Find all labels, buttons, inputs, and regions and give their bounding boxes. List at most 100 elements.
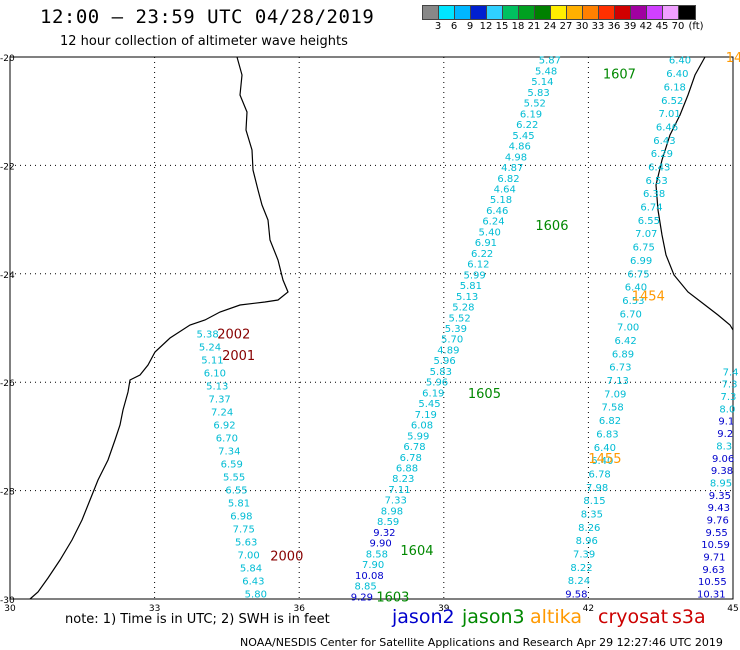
wave-height-value: 8.98: [381, 506, 403, 517]
legend-jason3: jason3: [462, 606, 525, 628]
wave-height-value: 5.87: [539, 56, 561, 67]
colorbar-label: 12: [479, 21, 493, 32]
legend-cryosat: cryosat: [598, 606, 669, 628]
wave-height-value: 5.80: [245, 590, 267, 601]
wave-height-value: 5.52: [524, 99, 546, 110]
wave-height-value: 5.40: [479, 227, 501, 238]
wave-height-value: 6.40: [669, 56, 691, 67]
wave-height-value: 10.08: [355, 571, 384, 582]
wave-height-value: 8.35: [581, 509, 603, 520]
wave-height-value: 6.24: [482, 217, 504, 228]
wave-height-value: 5.48: [535, 66, 557, 77]
wave-height-value: 6.19: [520, 109, 542, 120]
lon-tick-label: 42: [583, 604, 594, 614]
wave-height-value: 6.46: [656, 122, 678, 133]
wave-height-value: 8.24: [568, 576, 590, 587]
wave-height-value: 6.53: [646, 176, 668, 187]
wave-height-value: 5.83: [527, 88, 549, 99]
pass-time-label: 2002: [217, 327, 250, 342]
wave-height-value: 5.24: [199, 342, 221, 353]
wave-height-value: 5.84: [240, 564, 262, 575]
wave-height-value: 4.86: [509, 142, 531, 153]
wave-height-value: 5.52: [448, 313, 470, 324]
wave-height-value: 6.83: [596, 429, 618, 440]
wave-height-value: 8.3: [716, 441, 732, 452]
pass-time-label: 1606: [535, 219, 568, 234]
wave-height-value: 7.19: [415, 410, 437, 421]
wave-height-value: 10.31: [697, 590, 726, 601]
wave-height-value: 8.0: [719, 404, 735, 415]
wave-height-value: 6.91: [475, 238, 497, 249]
wave-height-value: 8.22: [570, 563, 592, 574]
colorbar-label: 33: [591, 21, 605, 32]
wave-height-value: 6.75: [627, 269, 649, 280]
legend-s3a: s3a: [672, 606, 706, 628]
pass-time-label: 2000: [270, 550, 303, 565]
lon-tick-label: 39: [438, 604, 450, 614]
wave-height-value: 8.59: [377, 517, 399, 528]
colorbar-label: 6: [450, 21, 458, 32]
wave-height-value: 8.23: [392, 474, 414, 485]
wave-height-value: 6.38: [643, 189, 665, 200]
wave-height-value: 5.99: [464, 270, 486, 281]
coastline-africa: [29, 56, 289, 600]
plot-note: note: 1) Time is in UTC; 2) SWH is in fe…: [65, 612, 330, 627]
colorbar-label: 36: [607, 21, 621, 32]
pass-time-label: 2001: [222, 349, 255, 364]
wave-height-value: 5.55: [223, 473, 245, 484]
wave-height-value: 6.29: [651, 149, 673, 160]
wave-height-value: 6.59: [221, 460, 243, 471]
wave-height-value: 8.96: [576, 536, 598, 547]
colorbar-label: 24: [543, 21, 557, 32]
wave-height-value: 6.70: [216, 433, 238, 444]
lat-tick-label: -26: [0, 379, 15, 389]
wave-height-value: 6.40: [591, 456, 613, 467]
wave-height-value: 6.40: [666, 69, 688, 80]
wave-height-value: 6.43: [653, 136, 675, 147]
wave-height-value: 6.19: [422, 388, 444, 399]
wave-height-value: 5.28: [452, 303, 474, 314]
colorbar-label: 3: [434, 21, 442, 32]
wave-height-value: 4.87: [501, 163, 523, 174]
pass-time-label: 1603: [376, 590, 409, 605]
wave-height-value: 6.22: [471, 249, 493, 260]
lat-tick-label: -22: [0, 162, 15, 172]
wave-height-value: 6.92: [213, 420, 235, 431]
wave-height-value: 8.26: [578, 523, 600, 534]
wave-height-value: 5.96: [426, 378, 448, 389]
lat-tick-label: -28: [0, 488, 15, 498]
wave-height-value: 6.74: [640, 203, 662, 214]
wave-height-value: 6.43: [242, 577, 264, 588]
wave-height-value: 8.15: [583, 496, 605, 507]
colorbar-label: 27: [559, 21, 573, 32]
wave-height-value: 9.43: [708, 503, 730, 514]
wave-height-value: 6.42: [614, 336, 636, 347]
wave-height-value: 8.58: [366, 549, 388, 560]
wave-height-value: 7.3: [720, 392, 736, 403]
wave-height-value: 7.13: [607, 376, 629, 387]
wave-height-value: 6.43: [648, 162, 670, 173]
pass-time-label: 1604: [400, 544, 433, 559]
wave-height-value: 9.1: [718, 417, 734, 428]
wave-height-value: 6.78: [400, 453, 422, 464]
wave-height-value: 6.08: [411, 421, 433, 432]
wave-height-value: 9.76: [707, 516, 729, 527]
wave-height-value: 10.55: [698, 577, 727, 588]
wave-height-value: 5.96: [433, 356, 455, 367]
wave-height-value: 5.45: [512, 131, 534, 142]
wave-height-value: 9.58: [565, 590, 587, 601]
colorbar-unit: (ft): [688, 21, 704, 32]
colorbar-label: 18: [511, 21, 525, 32]
wave-height-value: 7.01: [658, 109, 680, 120]
wave-height-value: 5.70: [441, 335, 463, 346]
plot-footer: NOAA/NESDIS Center for Satellite Applica…: [240, 636, 723, 649]
wave-height-value: 8.85: [354, 582, 376, 593]
colorbar-label: 70: [671, 21, 685, 32]
lat-tick-label: -24: [0, 271, 15, 281]
wave-height-value: 6.12: [467, 260, 489, 271]
legend-altika: altika: [530, 606, 582, 628]
wave-height-value: 7.24: [211, 407, 233, 418]
wave-height-value: 6.10: [204, 368, 226, 379]
